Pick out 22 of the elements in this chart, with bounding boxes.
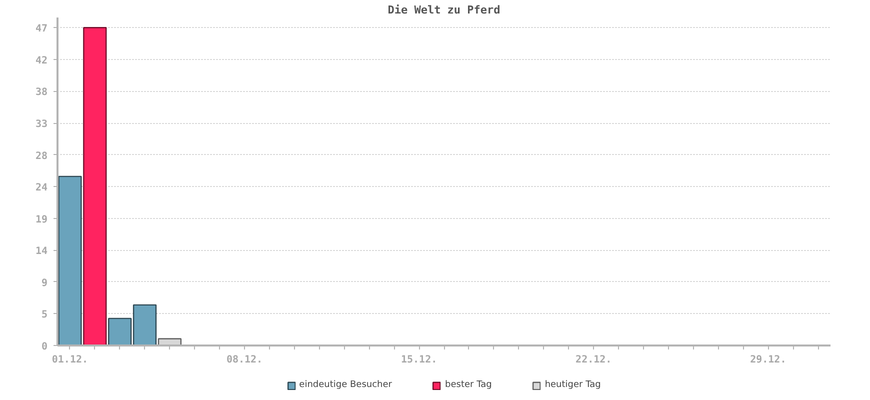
x-tick-label: 29.12. — [750, 354, 786, 366]
legend-label: bester Tag — [445, 380, 492, 390]
y-tick-label: 5 — [41, 310, 48, 321]
legend-label: heutiger Tag — [544, 380, 601, 390]
y-tick-label: 14 — [35, 246, 48, 258]
x-tick-label: 22.12. — [576, 354, 612, 366]
y-tick-label: 19 — [35, 214, 48, 226]
y-tick-label: 42 — [35, 55, 48, 66]
y-tick-label: 33 — [35, 119, 48, 130]
y-tick-label: 28 — [35, 150, 48, 162]
bar — [83, 27, 107, 346]
y-tick-label: 24 — [35, 182, 48, 194]
legend-label: eindeutige Besucher — [299, 380, 392, 390]
y-tick-label: 38 — [35, 87, 48, 98]
x-tick-label: 08.12. — [226, 354, 263, 366]
x-tick-label: 01.12. — [52, 354, 88, 366]
bar — [58, 176, 82, 346]
x-tick-label: 15.12. — [401, 354, 438, 366]
y-tick-label: 0 — [41, 342, 48, 352]
chart-title: Die Welt zu Pferd — [388, 4, 500, 16]
y-tick-label: 9 — [41, 278, 48, 289]
y-tick-label: 47 — [35, 24, 48, 35]
